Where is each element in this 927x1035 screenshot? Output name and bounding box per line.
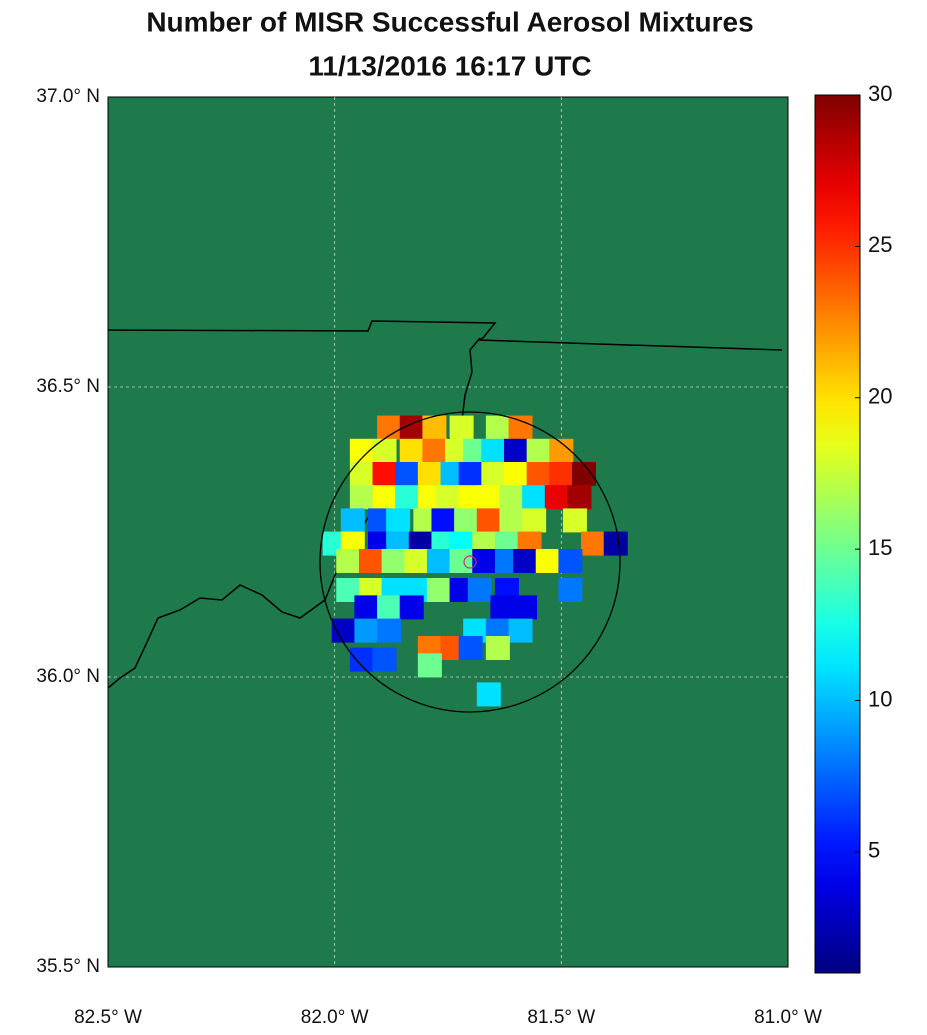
- aerosol-cell: [567, 485, 592, 510]
- colorbar-tick-label: 20: [868, 384, 892, 409]
- aerosol-cell: [377, 595, 402, 620]
- aerosol-cell: [572, 462, 596, 486]
- aerosol-cell: [476, 485, 501, 510]
- y-tick-label: 35.5° N: [36, 956, 100, 977]
- aerosol-cell: [504, 438, 528, 463]
- aerosol-cell: [426, 549, 451, 573]
- aerosol-cell: [535, 549, 560, 573]
- aerosol-cell: [349, 647, 374, 672]
- aerosol-cell: [458, 462, 483, 486]
- aerosol-cell: [422, 415, 447, 440]
- aerosol-cell: [331, 618, 356, 643]
- aerosol-cell: [417, 462, 442, 486]
- aerosol-cell: [454, 508, 479, 533]
- y-tick-label: 37.0° N: [36, 86, 100, 107]
- aerosol-cell: [404, 549, 429, 573]
- aerosol-cell: [476, 508, 501, 533]
- aerosol-cell: [372, 438, 397, 463]
- aerosol-cell: [336, 549, 361, 573]
- aerosol-cell: [504, 462, 528, 486]
- site-marker: [463, 555, 477, 569]
- aerosol-cell: [422, 438, 447, 463]
- aerosol-cell: [377, 618, 402, 643]
- aerosol-cell: [481, 462, 506, 486]
- aerosol-cell: [508, 618, 533, 643]
- aerosol-cell: [426, 578, 451, 602]
- aerosol-cell: [431, 508, 456, 533]
- aerosol-cell: [354, 595, 379, 620]
- aerosol-cell: [399, 438, 424, 463]
- aerosol-cell: [485, 415, 510, 440]
- x-tick-label: 82.0° W: [301, 1007, 369, 1028]
- colorbar-tick-label: 30: [868, 81, 892, 106]
- aerosol-cell: [395, 485, 420, 510]
- aerosol-cell: [372, 462, 397, 486]
- aerosol-cell: [372, 485, 397, 510]
- aerosol-cell: [381, 549, 406, 573]
- aerosol-cell: [508, 415, 533, 440]
- aerosol-cell: [449, 549, 474, 573]
- aerosol-cell: [558, 578, 583, 602]
- aerosol-cell: [558, 549, 583, 573]
- aerosol-cell: [476, 682, 501, 707]
- colorbar-tick-label: 15: [868, 535, 892, 560]
- aerosol-cell: [526, 462, 551, 486]
- aerosol-cell: [340, 508, 365, 533]
- aerosol-cell: [372, 647, 397, 672]
- aerosol-cell: [449, 415, 474, 440]
- aerosol-cell: [522, 485, 547, 510]
- aerosol-cell: [436, 485, 460, 510]
- aerosol-cell: [522, 508, 547, 533]
- chart-subtitle: 11/13/2016 16:17 UTC: [308, 50, 591, 81]
- x-tick-label: 82.5° W: [74, 1007, 142, 1028]
- x-tick-label: 81.5° W: [527, 1007, 595, 1028]
- aerosol-cell: [499, 508, 524, 533]
- aerosol-cell: [349, 462, 374, 486]
- aerosol-cell: [354, 618, 379, 643]
- x-tick-label: 81.0° W: [754, 1007, 822, 1028]
- aerosol-cell: [549, 462, 574, 486]
- aerosol-cell: [386, 508, 411, 533]
- aerosol-cell: [603, 531, 628, 556]
- aerosol-cell: [467, 578, 492, 602]
- aerosol-cell: [544, 485, 569, 510]
- aerosol-cell: [513, 595, 538, 620]
- colorbar-tick-label: 5: [868, 838, 880, 863]
- aerosol-cell: [490, 595, 515, 620]
- aerosol-cell: [417, 653, 442, 678]
- aerosol-cell: [395, 462, 420, 486]
- aerosol-cell: [513, 549, 538, 573]
- colorbar-tick-label: 10: [868, 686, 892, 711]
- aerosol-cell: [499, 485, 524, 510]
- aerosol-cell: [458, 636, 483, 660]
- aerosol-cell: [485, 636, 510, 660]
- chart-title: Number of MISR Successful Aerosol Mixtur…: [146, 6, 753, 37]
- colorbar: [814, 94, 861, 974]
- aerosol-cell: [562, 508, 587, 533]
- aerosol-cell: [581, 531, 606, 556]
- aerosol-cell: [399, 595, 424, 620]
- colorbar-tick-label: 25: [868, 232, 892, 257]
- aerosol-cell: [358, 549, 383, 573]
- aerosol-cell: [481, 438, 506, 463]
- y-tick-label: 36.0° N: [36, 666, 100, 687]
- radius-circle: [319, 411, 621, 713]
- aerosol-cell: [526, 438, 551, 463]
- aerosol-cell: [349, 485, 374, 510]
- y-tick-label: 36.5° N: [36, 376, 100, 397]
